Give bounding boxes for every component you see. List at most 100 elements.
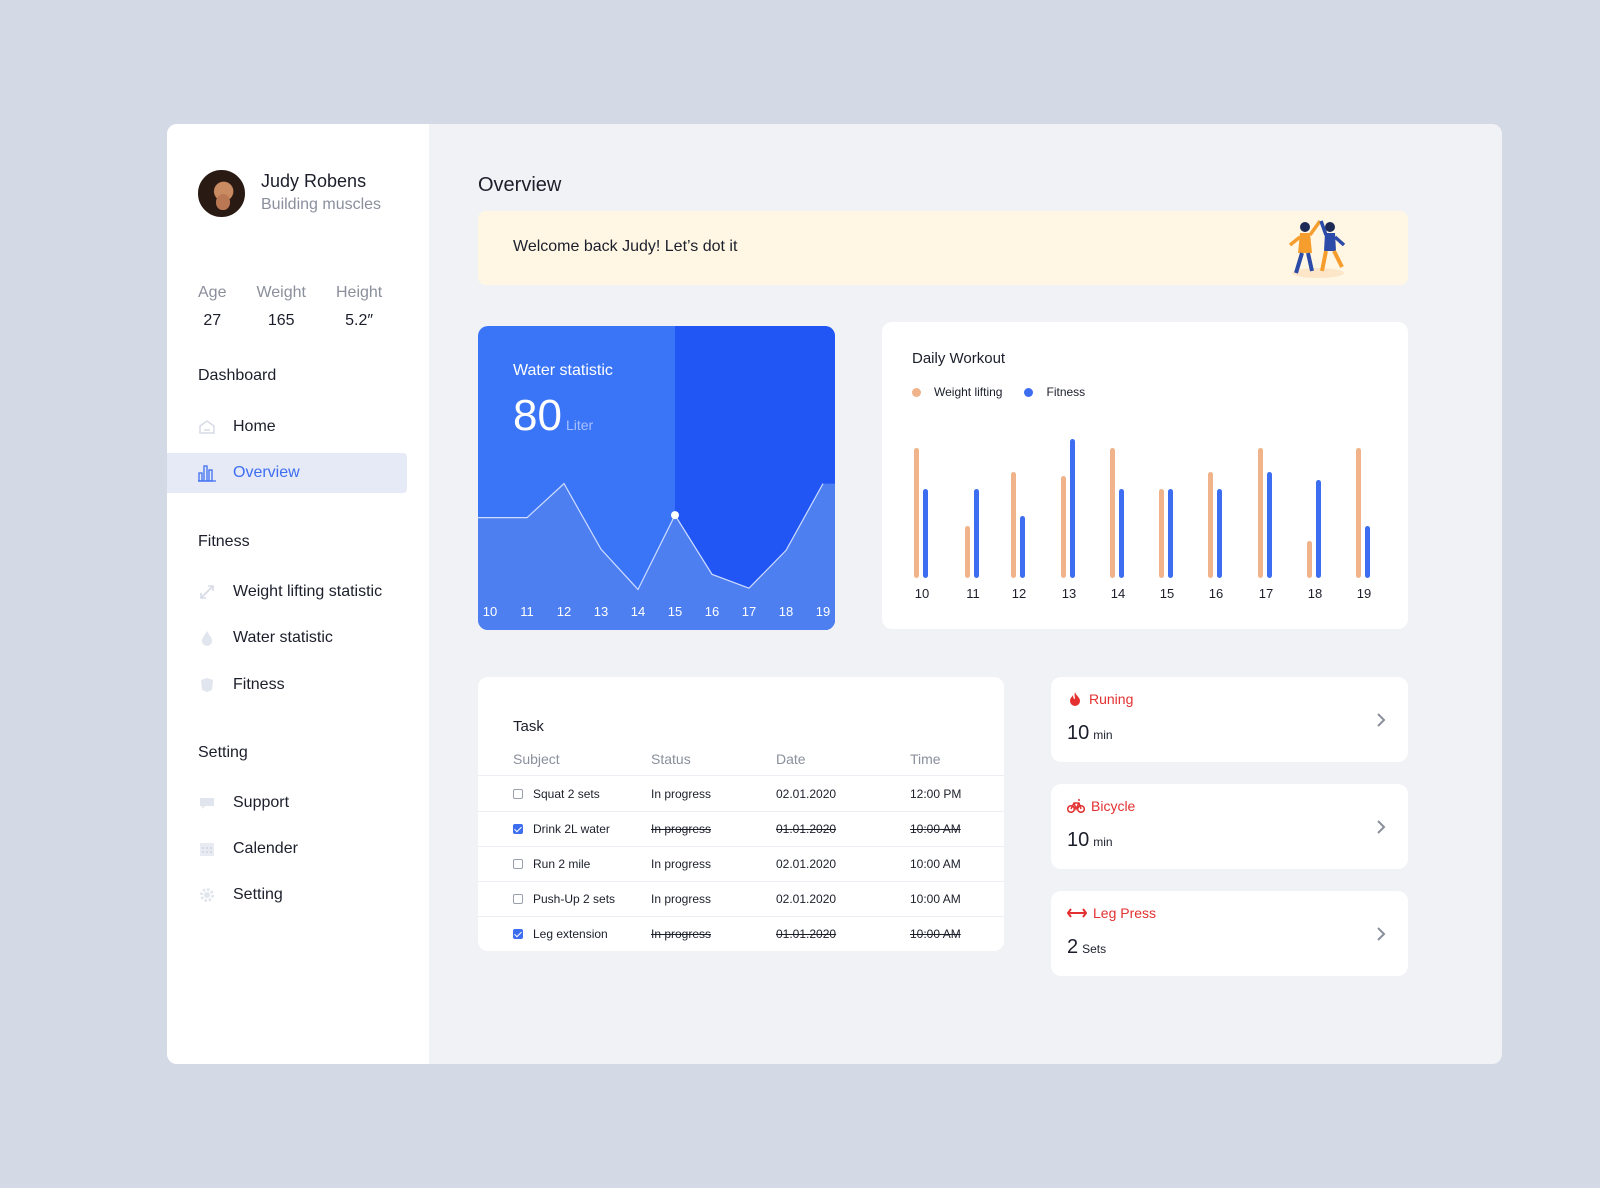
stat-label: Weight bbox=[256, 284, 306, 301]
chevron-right-icon[interactable] bbox=[1372, 818, 1390, 836]
task-title: Task bbox=[513, 718, 544, 735]
dumbbell-icon bbox=[1067, 906, 1087, 920]
water-unit: Liter bbox=[565, 417, 594, 433]
bicycle-icon bbox=[1067, 798, 1085, 814]
header-time[interactable]: Time bbox=[910, 751, 941, 767]
water-area bbox=[478, 483, 835, 630]
sidebar-item-overview[interactable]: Overview bbox=[167, 453, 407, 493]
header-status[interactable]: Status bbox=[651, 751, 691, 767]
sidebar-item-weight-lifting[interactable]: Weight lifting statistic bbox=[167, 572, 407, 612]
bar-fitness bbox=[1316, 480, 1321, 578]
legend-dot bbox=[1024, 387, 1034, 397]
stat-value: 5.2″ bbox=[345, 312, 374, 329]
stat-height: Height 5.2″ bbox=[336, 282, 382, 332]
chevron-right-icon[interactable] bbox=[1372, 711, 1390, 729]
user-name: Judy Robens bbox=[261, 171, 367, 191]
bar-fitness bbox=[1267, 472, 1272, 578]
table-row[interactable]: Leg extension In progress 01.01.2020 10:00 … bbox=[478, 917, 1004, 951]
activity-card-running[interactable]: Runing 10 min bbox=[1051, 677, 1408, 762]
sidebar-item-label: Water statistic bbox=[233, 629, 333, 646]
activity-number: 2 bbox=[1067, 936, 1079, 958]
section-dashboard: Dashboard bbox=[198, 367, 277, 384]
home-icon bbox=[198, 418, 216, 436]
sidebar-item-label: Support bbox=[233, 794, 290, 811]
sidebar: Judy Robens Building muscles Age 27 Weig… bbox=[167, 124, 429, 1064]
task-time: 10:00 AM bbox=[910, 927, 961, 941]
bar-weight-lifting bbox=[1110, 448, 1115, 578]
task-subject: Drink 2L water bbox=[533, 822, 610, 836]
chat-icon bbox=[198, 794, 216, 812]
welcome-banner: Welcome back Judy! Let’s dot it bbox=[478, 211, 1408, 285]
table-row[interactable]: Push-Up 2 sets In progress 02.01.2020 10:00… bbox=[478, 882, 1004, 917]
task-checkbox[interactable] bbox=[513, 929, 523, 939]
task-time: 10:00 AM bbox=[910, 822, 961, 836]
chart-legend: Weight lifting Fitness bbox=[912, 385, 1107, 399]
task-time: 10:00 AM bbox=[910, 857, 961, 871]
activity-unit: min bbox=[1093, 835, 1113, 849]
sidebar-item-setting[interactable]: Setting bbox=[167, 875, 407, 915]
bar-fitness bbox=[1217, 489, 1222, 578]
task-status: In progress bbox=[651, 892, 712, 906]
bar-weight-lifting bbox=[1356, 448, 1361, 578]
activity-label: Bicycle bbox=[1091, 798, 1136, 814]
table-row[interactable]: Squat 2 sets In progress 02.01.2020 12:00 P… bbox=[478, 777, 1004, 812]
legend-label: Fitness bbox=[1046, 385, 1086, 399]
activity-unit: Sets bbox=[1082, 942, 1107, 956]
x-tick-label: 13 bbox=[1062, 586, 1076, 601]
table-row[interactable]: Drink 2L water In progress 01.01.2020 10:00… bbox=[478, 812, 1004, 847]
x-tick-label: 10 bbox=[915, 586, 929, 601]
bar-weight-lifting bbox=[1258, 448, 1263, 578]
header-subject[interactable]: Subject bbox=[513, 751, 560, 767]
header-date[interactable]: Date bbox=[776, 751, 806, 767]
legend-fitness[interactable]: Fitness bbox=[1024, 385, 1085, 399]
water-statistic-card[interactable]: 10 11 12 13 14 15 16 17 18 19 Water statistic 80 L… bbox=[478, 326, 835, 630]
task-subject: Push-Up 2 sets bbox=[533, 892, 616, 906]
table-row[interactable]: Run 2 mile In progress 02.01.2020 10:00 AM bbox=[478, 847, 1004, 882]
sidebar-item-fitness[interactable]: Fitness bbox=[167, 665, 407, 705]
sidebar-item-home[interactable]: Home bbox=[167, 407, 407, 447]
bar-fitness bbox=[1119, 489, 1124, 578]
section-fitness: Fitness bbox=[198, 533, 250, 550]
sidebar-item-support[interactable]: Support bbox=[167, 783, 407, 823]
task-status: In progress bbox=[651, 822, 712, 836]
profile[interactable]: Judy Robens Building muscles bbox=[198, 169, 381, 217]
sidebar-item-label: Home bbox=[233, 418, 276, 435]
activity-card-leg-press[interactable]: Leg Press 2 Sets bbox=[1051, 891, 1408, 976]
task-time: 12:00 PM bbox=[910, 787, 962, 801]
shield-icon bbox=[198, 676, 216, 694]
sidebar-item-calender[interactable]: Calender bbox=[167, 829, 407, 869]
x-tick-label: 16 bbox=[705, 604, 719, 619]
task-status: In progress bbox=[651, 787, 712, 801]
chevron-right-icon[interactable] bbox=[1372, 925, 1390, 943]
bar-weight-lifting bbox=[1011, 472, 1016, 578]
activity-value: 10 min bbox=[1067, 829, 1113, 852]
task-checkbox[interactable] bbox=[513, 894, 523, 904]
task-checkbox[interactable] bbox=[513, 859, 523, 869]
x-tick-label: 14 bbox=[631, 604, 645, 619]
bar-weight-lifting bbox=[1061, 476, 1066, 578]
gear-icon bbox=[198, 886, 216, 904]
activity-number: 10 bbox=[1067, 722, 1090, 744]
task-checkbox[interactable] bbox=[513, 824, 523, 834]
task-subject: Leg extension bbox=[533, 927, 608, 941]
workout-bar-chart: 10 11 12 13 14 15 16 17 18 19 bbox=[914, 439, 1371, 601]
activity-value: 2 Sets bbox=[1067, 936, 1106, 959]
sidebar-item-water[interactable]: Water statistic bbox=[167, 618, 407, 658]
x-tick-label: 19 bbox=[816, 604, 830, 619]
x-tick-label: 14 bbox=[1111, 586, 1125, 601]
high-five-illustration bbox=[1288, 219, 1346, 278]
bar-weight-lifting bbox=[914, 448, 919, 578]
activity-card-bicycle[interactable]: Bicycle 10 min bbox=[1051, 784, 1408, 869]
avatar[interactable] bbox=[198, 169, 245, 217]
bar-chart-icon bbox=[198, 464, 216, 482]
body-stats: Age 27 Weight 165 Height 5.2″ bbox=[198, 282, 412, 332]
bar-weight-lifting bbox=[1159, 489, 1164, 578]
task-checkbox[interactable] bbox=[513, 789, 523, 799]
task-date: 02.01.2020 bbox=[776, 787, 837, 801]
bar-weight-lifting bbox=[1307, 541, 1312, 578]
bar-weight-lifting bbox=[1208, 472, 1213, 578]
activity-label: Runing bbox=[1089, 691, 1134, 707]
activity-header: Runing bbox=[1067, 691, 1133, 707]
legend-weight-lifting[interactable]: Weight lifting bbox=[912, 385, 1002, 399]
x-tick-label: 13 bbox=[594, 604, 608, 619]
